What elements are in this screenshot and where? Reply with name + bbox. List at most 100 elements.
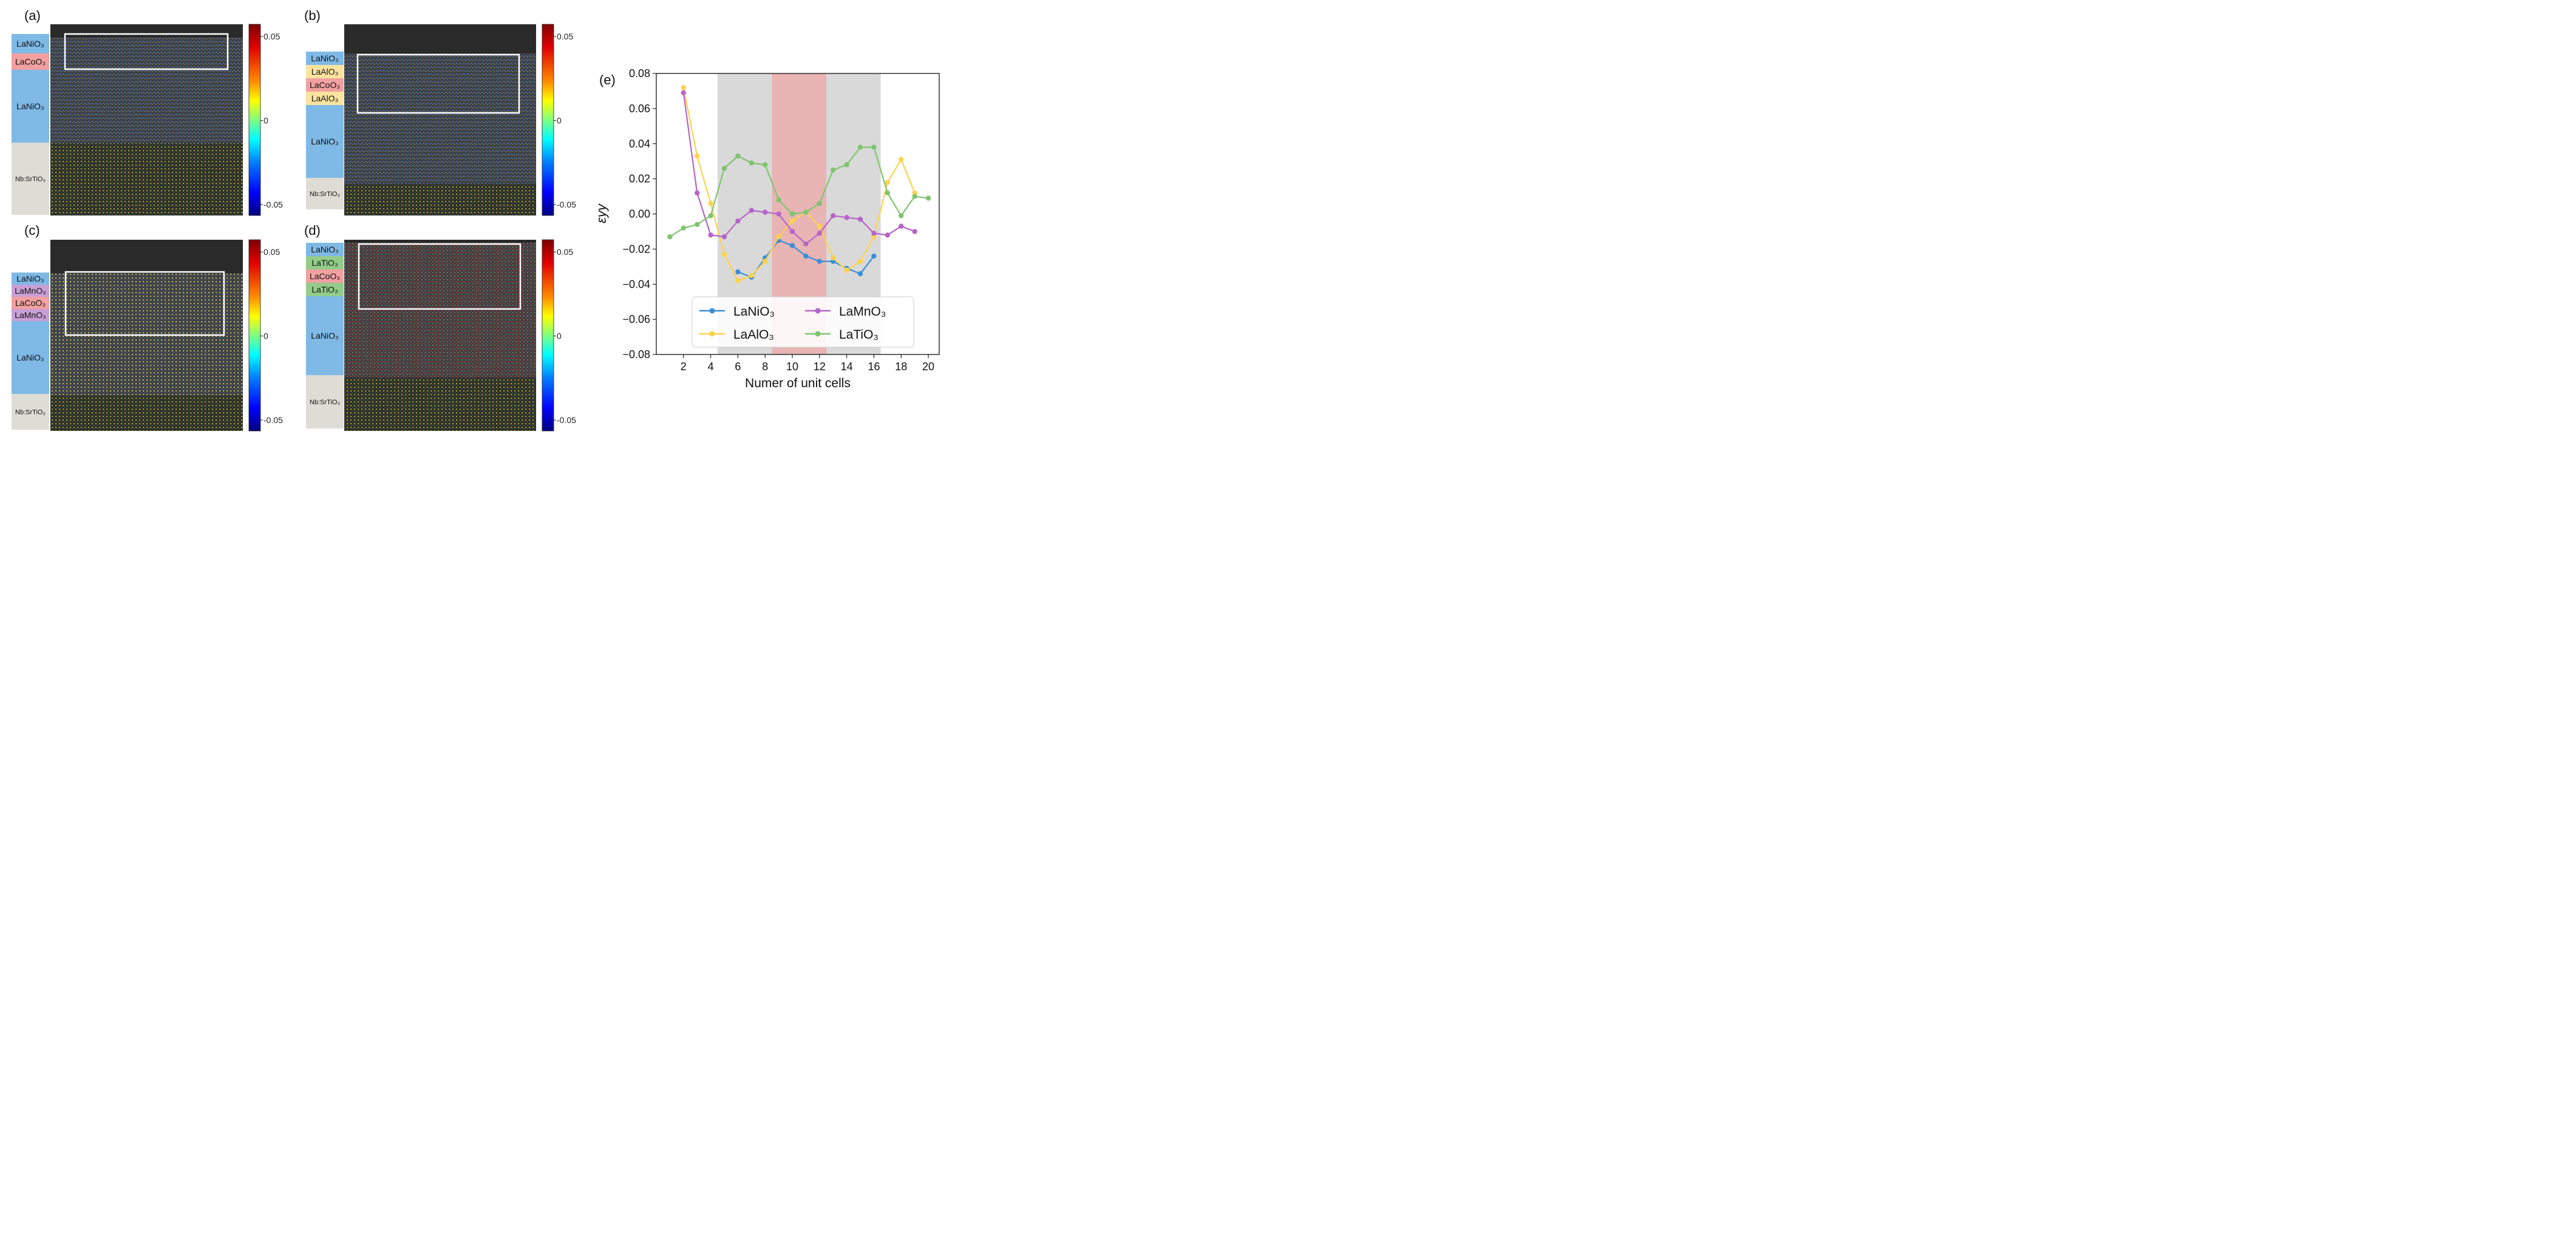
data-point xyxy=(695,222,700,228)
x-tick-label: 16 xyxy=(868,361,880,373)
data-point xyxy=(681,84,687,90)
substrate-columns xyxy=(50,143,243,215)
layer-label: LaNiO₃ xyxy=(311,137,338,146)
layer-label: LaAlO₃ xyxy=(311,93,339,103)
data-point xyxy=(776,211,781,217)
layer-label: LaCoO₃ xyxy=(15,57,46,67)
data-point xyxy=(708,213,713,219)
data-point xyxy=(912,190,917,195)
colorbar-tick-label: 0.05 xyxy=(557,247,573,257)
y-axis-label: εyy xyxy=(594,203,609,223)
substrate-columns xyxy=(344,378,536,431)
layer-label: LaNiO₃ xyxy=(311,245,338,254)
layer-band xyxy=(12,321,49,394)
layer-band xyxy=(306,52,344,65)
layer-band xyxy=(12,394,49,430)
layer-label: LaNiO₃ xyxy=(16,353,44,362)
vacuum-region xyxy=(344,24,536,53)
colorbar-tick-label: 0.05 xyxy=(557,32,573,41)
x-tick-label: 10 xyxy=(786,361,798,373)
layer-label: LaMnO₃ xyxy=(15,310,46,320)
x-axis-label: Numer of unit cells xyxy=(745,376,851,390)
selection-box xyxy=(64,271,225,336)
data-point xyxy=(885,232,891,238)
colorbar xyxy=(542,239,554,432)
x-tick-label: 2 xyxy=(681,361,687,373)
layer-band xyxy=(12,285,49,297)
data-point xyxy=(749,273,755,278)
data-point xyxy=(844,215,849,220)
data-point xyxy=(871,144,877,150)
substrate-columns xyxy=(50,395,243,431)
layer-band xyxy=(306,269,344,283)
y-tick-label: 0.02 xyxy=(629,173,650,185)
data-point xyxy=(789,243,795,248)
selection-box xyxy=(356,53,520,114)
layer-band xyxy=(12,273,49,285)
panel-c: (c) LaNiO₃ LaMnO₃ LaCoO₃ LaMnO₃ LaNiO₃ Nb:SrTi… xyxy=(12,223,283,432)
data-point xyxy=(912,229,917,234)
y-tick-label: −0.02 xyxy=(622,243,650,255)
data-point xyxy=(749,160,755,166)
colorbar-tick-label: -0.05 xyxy=(557,415,576,425)
data-point xyxy=(721,166,727,171)
data-point xyxy=(817,223,823,229)
colorbar-tick-label: 0 xyxy=(263,116,268,126)
data-point xyxy=(695,153,700,159)
layer-band xyxy=(12,53,49,70)
x-tick-label: 8 xyxy=(762,361,768,373)
x-tick-label: 14 xyxy=(841,361,853,373)
data-point xyxy=(871,253,877,259)
data-point xyxy=(789,211,795,217)
data-point xyxy=(803,209,809,215)
layer-label: Nb:SrTiO₃ xyxy=(310,191,340,198)
data-point xyxy=(885,180,891,185)
x-tick-label: 12 xyxy=(814,361,826,373)
vacuum-region xyxy=(50,24,243,38)
data-point xyxy=(817,231,823,236)
colorbar-tick-label: 0 xyxy=(557,116,562,126)
colorbar-tick-label: -0.05 xyxy=(557,200,576,209)
data-point xyxy=(708,200,713,206)
colorbar-tick-label: -0.05 xyxy=(263,415,283,425)
panel-b: (b) LaNiO₃ LaAlO₃ LaCoO₃ LaAlO₃ LaNiO₃ Nb:SrTi… xyxy=(304,8,576,216)
legend-label: LaMnO₃ xyxy=(839,305,886,319)
colorbar xyxy=(248,239,261,432)
data-point xyxy=(844,267,849,273)
layer-label: LaNiO₃ xyxy=(16,274,44,283)
data-point xyxy=(899,223,904,229)
data-point xyxy=(735,278,741,283)
data-point xyxy=(789,229,795,234)
data-point xyxy=(695,190,700,195)
data-point xyxy=(831,167,836,173)
series-line xyxy=(669,146,929,238)
data-point xyxy=(667,234,673,240)
data-point xyxy=(857,259,863,264)
layer-band xyxy=(306,283,344,296)
layer-band xyxy=(306,243,344,256)
legend-swatch-marker xyxy=(815,331,821,337)
layer-label: LaNiO₃ xyxy=(16,101,44,111)
vacuum-region xyxy=(50,240,243,273)
data-point xyxy=(844,162,849,168)
legend-label: LaTiO₃ xyxy=(839,328,878,342)
selection-box xyxy=(358,243,522,310)
legend-swatch-marker xyxy=(815,308,821,314)
colorbar-tick-label: -0.05 xyxy=(263,200,283,209)
data-point xyxy=(735,269,741,275)
data-point xyxy=(763,162,768,168)
colorbar xyxy=(248,24,261,216)
layer-band xyxy=(12,309,49,321)
data-point xyxy=(776,197,781,203)
legend-swatch-marker xyxy=(709,331,715,337)
y-tick-label: −0.06 xyxy=(622,313,650,325)
y-tick-label: −0.08 xyxy=(622,348,650,361)
data-point xyxy=(871,231,877,236)
layer-band xyxy=(306,296,344,375)
panel-label: (d) xyxy=(304,223,321,238)
data-point xyxy=(871,234,877,240)
data-point xyxy=(776,234,781,240)
y-tick-label: 0.00 xyxy=(629,208,650,220)
layer-label: LaCoO₃ xyxy=(15,298,46,308)
layer-label: Nb:SrTiO₃ xyxy=(15,409,46,416)
